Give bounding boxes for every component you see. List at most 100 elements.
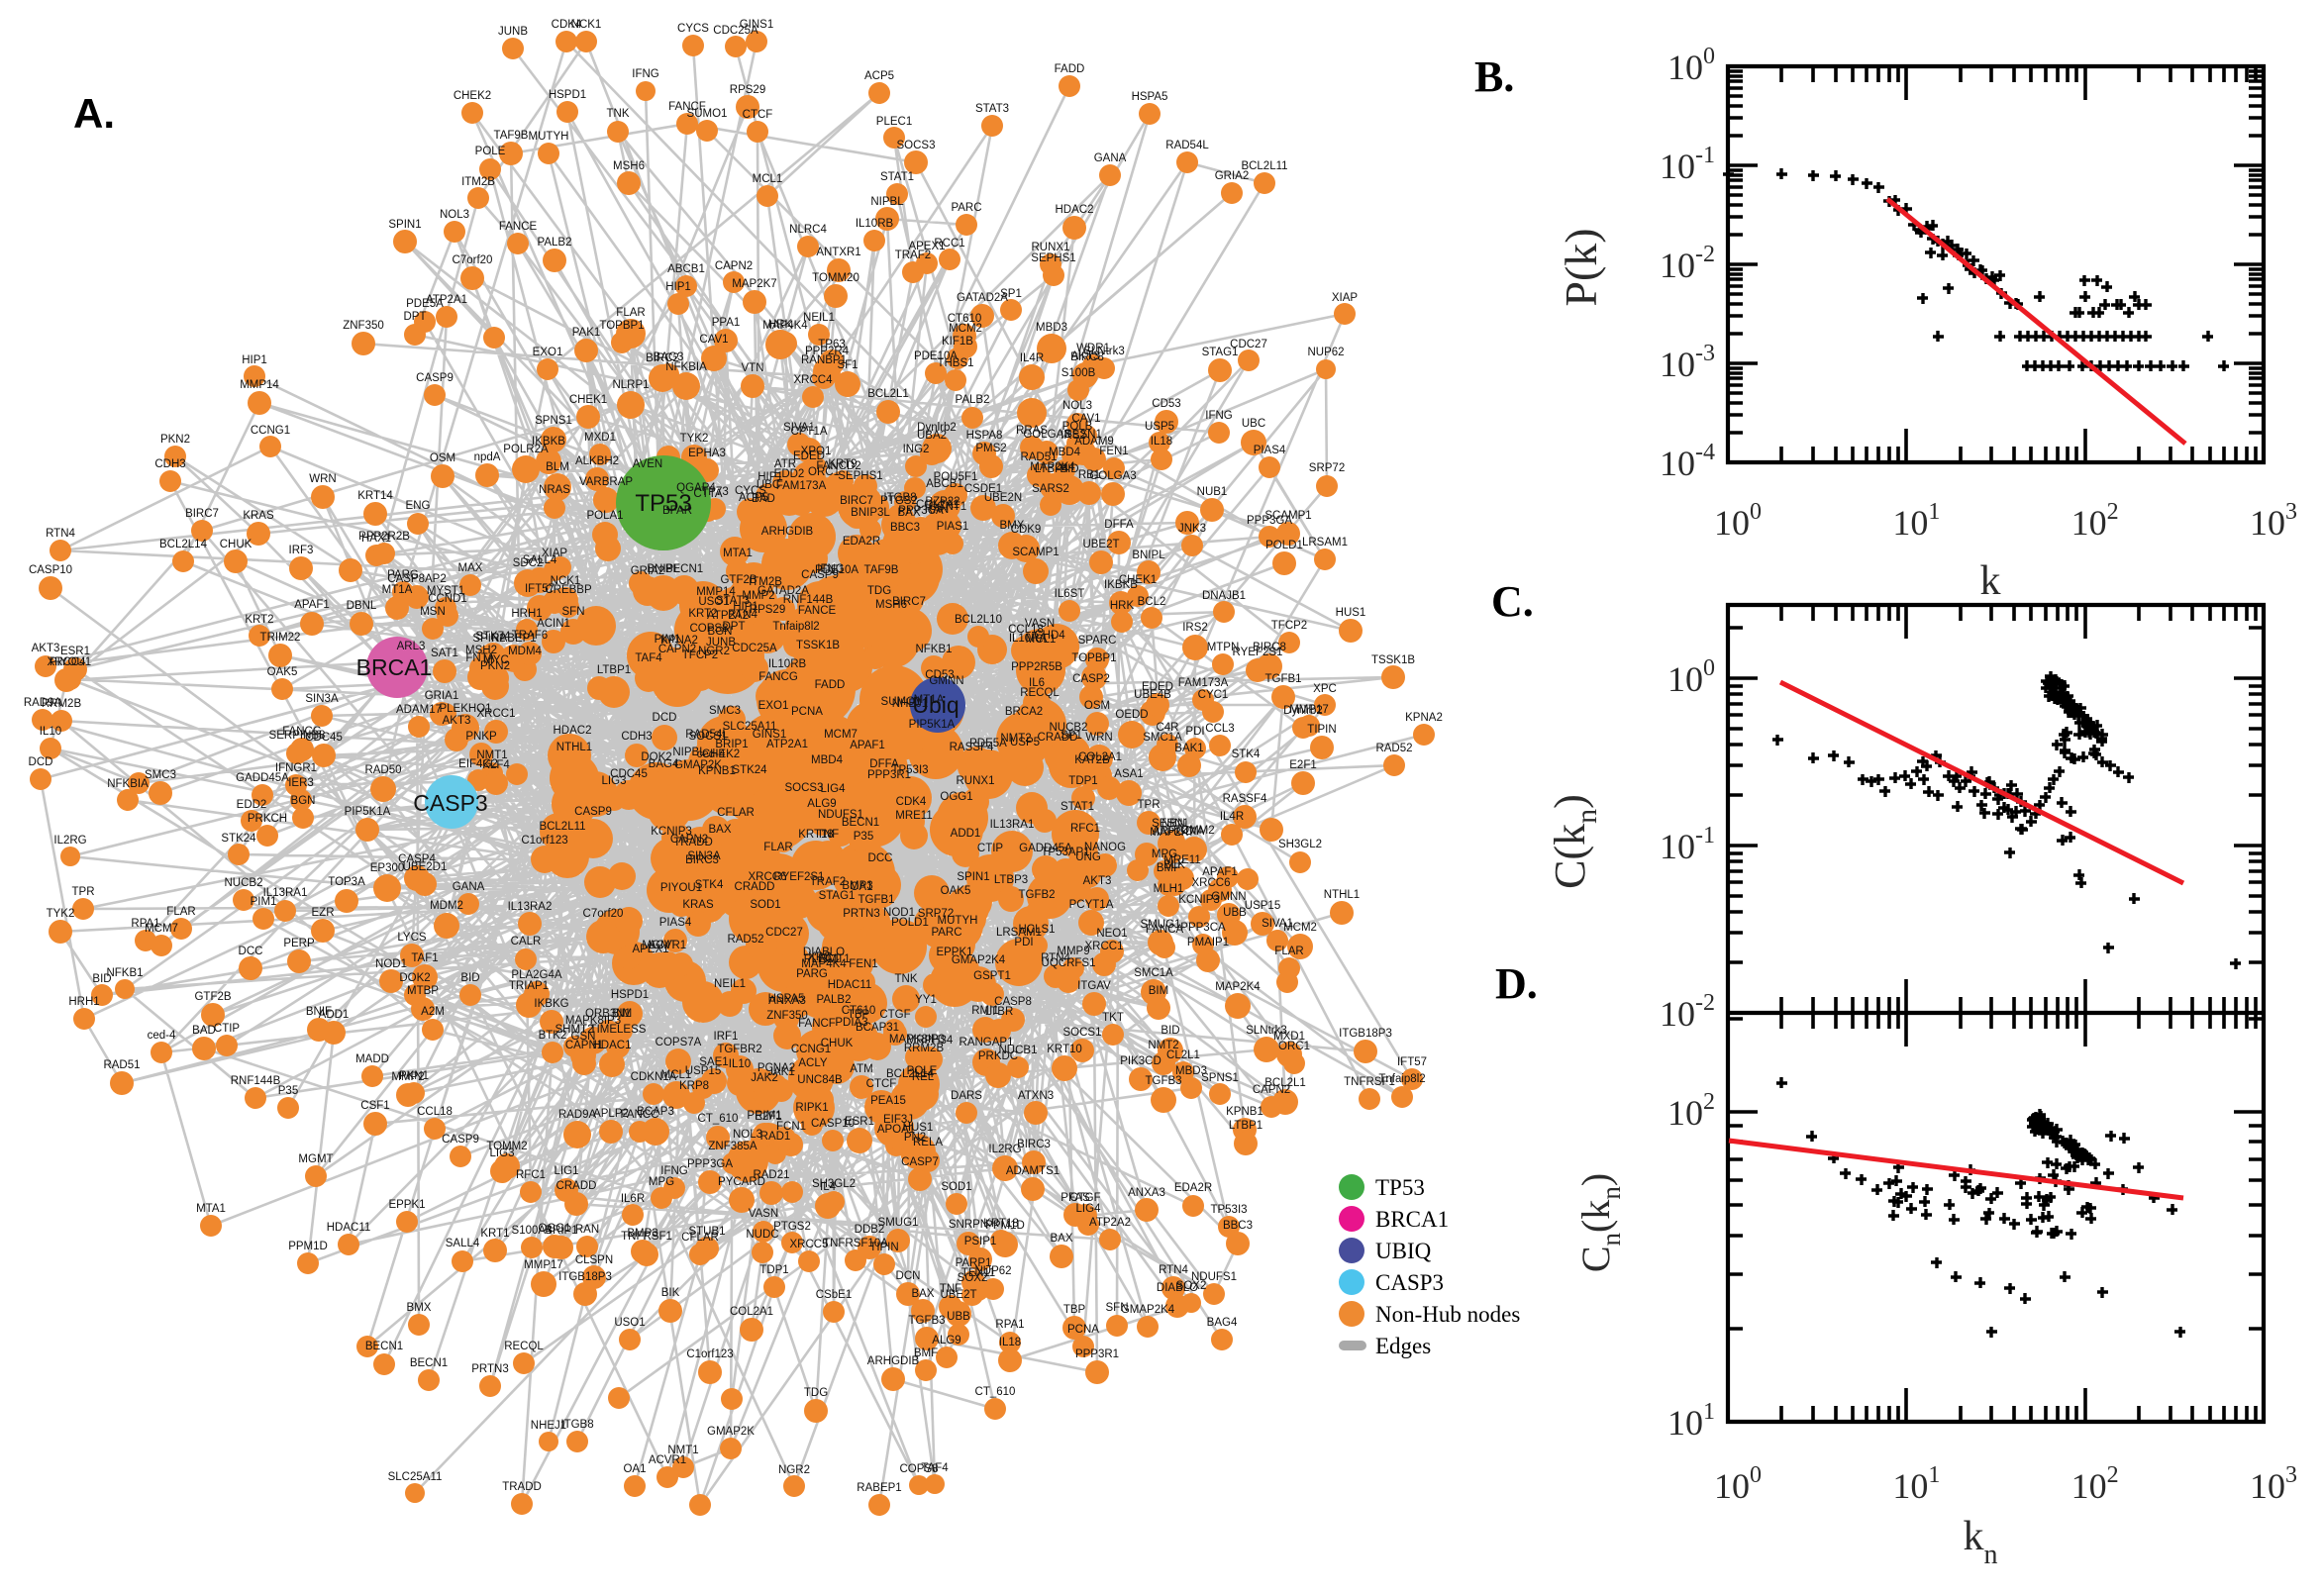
svg-text:PDE5A: PDE5A <box>969 738 1007 749</box>
svg-text:MMP14: MMP14 <box>696 586 736 598</box>
svg-text:PCNA: PCNA <box>1067 1324 1099 1336</box>
svg-text:AKT3: AKT3 <box>32 643 60 654</box>
svg-text:DIABLO: DIABLO <box>803 947 845 958</box>
svg-text:STAT3: STAT3 <box>716 595 750 607</box>
svg-text:ANTXR1: ANTXR1 <box>816 247 860 258</box>
svg-text:PRIM1: PRIM1 <box>747 1110 781 1122</box>
svg-text:STK24: STK24 <box>732 764 767 776</box>
svg-text:10-1: 10-1 <box>1660 143 1715 186</box>
svg-text:UBE2D1: UBE2D1 <box>403 861 448 873</box>
svg-text:TP53I3: TP53I3 <box>891 764 928 776</box>
svg-text:ADAMTS1: ADAMTS1 <box>1006 1165 1060 1177</box>
svg-text:BIK: BIK <box>661 1287 680 1299</box>
svg-text:RMI1: RMI1 <box>971 1005 998 1017</box>
svg-text:NTHL1: NTHL1 <box>1324 889 1360 901</box>
svg-text:MXD1: MXD1 <box>584 432 616 444</box>
svg-text:WDR1: WDR1 <box>1076 343 1110 354</box>
svg-text:NUB1: NUB1 <box>1197 486 1228 498</box>
svg-text:USO1: USO1 <box>614 1317 645 1329</box>
svg-text:KRT9: KRT9 <box>828 458 857 470</box>
svg-text:IL4R: IL4R <box>1020 352 1044 364</box>
svg-text:TYK2: TYK2 <box>680 433 709 445</box>
svg-text:CASP10: CASP10 <box>29 564 72 576</box>
svg-text:CDH3: CDH3 <box>621 731 652 743</box>
svg-text:MMP2: MMP2 <box>391 1071 424 1083</box>
svg-text:CD53: CD53 <box>1152 398 1180 410</box>
svg-text:USP5: USP5 <box>1145 421 1174 433</box>
svg-text:POU5F1: POU5F1 <box>934 471 978 483</box>
svg-text:RAD51: RAD51 <box>103 1059 140 1071</box>
svg-text:NUCB2: NUCB2 <box>1050 722 1088 734</box>
svg-text:RASSF4: RASSF4 <box>950 742 994 753</box>
svg-text:RPS29: RPS29 <box>750 604 785 616</box>
svg-text:CHEK2: CHEK2 <box>702 748 740 760</box>
svg-text:RNF144B: RNF144B <box>231 1075 281 1087</box>
svg-text:CRADD: CRADD <box>556 1180 597 1192</box>
svg-text:PZP22: PZP22 <box>925 496 960 508</box>
svg-text:BRCA1: BRCA1 <box>1375 1207 1449 1232</box>
svg-text:10-4: 10-4 <box>1660 440 1715 483</box>
svg-text:C7orf20: C7orf20 <box>583 908 624 920</box>
svg-text:MAP2K4: MAP2K4 <box>1215 981 1261 993</box>
svg-text:S100A4: S100A4 <box>512 1225 554 1237</box>
svg-text:PPA1: PPA1 <box>712 317 741 329</box>
svg-text:E2F1: E2F1 <box>755 1111 782 1123</box>
svg-text:ITGB8: ITGB8 <box>883 492 916 504</box>
svg-text:CD53: CD53 <box>925 669 954 681</box>
svg-text:MAX: MAX <box>458 562 483 574</box>
svg-text:Cn(kn): Cn(kn) <box>1573 1173 1626 1272</box>
svg-text:NOD1: NOD1 <box>375 958 407 970</box>
svg-text:NUCB1: NUCB1 <box>999 1045 1038 1056</box>
svg-text:HRH1: HRH1 <box>511 608 542 620</box>
svg-text:TRAF2: TRAF2 <box>810 876 846 888</box>
svg-text:MCM7: MCM7 <box>824 729 858 741</box>
svg-text:PCYT1A: PCYT1A <box>1069 899 1114 911</box>
svg-text:FANCG: FANCG <box>282 726 322 738</box>
svg-text:CCNT1: CCNT1 <box>929 501 966 513</box>
svg-text:EIF3J: EIF3J <box>883 1114 913 1126</box>
svg-text:PRKDC: PRKDC <box>978 1050 1018 1062</box>
svg-text:MGMT: MGMT <box>642 940 676 951</box>
svg-text:TDG: TDG <box>867 585 891 597</box>
svg-text:ORB3N1: ORB3N1 <box>585 1008 631 1020</box>
svg-text:KCNIP3: KCNIP3 <box>651 826 692 838</box>
svg-text:ITGB8: ITGB8 <box>560 1419 593 1431</box>
svg-text:CDH3: CDH3 <box>154 458 185 470</box>
svg-text:CL2L1: CL2L1 <box>1166 1049 1200 1061</box>
svg-text:PIYOU1: PIYOU1 <box>50 656 91 668</box>
svg-text:CCNG1: CCNG1 <box>251 425 290 437</box>
svg-text:STUB1: STUB1 <box>688 1226 725 1238</box>
svg-text:TAF9B: TAF9B <box>494 130 529 142</box>
svg-text:LIG1: LIG1 <box>555 1165 579 1177</box>
svg-text:SIN3A: SIN3A <box>305 693 339 705</box>
svg-text:RPA1: RPA1 <box>131 918 159 930</box>
svg-text:SPNS1: SPNS1 <box>535 415 572 427</box>
svg-text:GMAP2K4: GMAP2K4 <box>952 954 1006 966</box>
svg-text:ITGAV: ITGAV <box>1077 980 1111 992</box>
svg-text:BAX: BAX <box>897 507 920 519</box>
svg-text:GANA: GANA <box>453 881 485 893</box>
svg-text:TBP: TBP <box>1063 1304 1086 1316</box>
svg-text:NDUFS1: NDUFS1 <box>1191 1271 1237 1283</box>
svg-text:CHUK: CHUK <box>220 539 252 550</box>
svg-text:NMT2: NMT2 <box>1000 733 1031 745</box>
svg-text:TGFB3: TGFB3 <box>908 1315 945 1327</box>
svg-text:IRS2: IRS2 <box>1182 622 1208 634</box>
svg-text:MT1A: MT1A <box>914 694 945 706</box>
svg-text:SOCS1: SOCS1 <box>1063 1027 1102 1039</box>
svg-text:STAT3: STAT3 <box>975 103 1009 115</box>
svg-text:DNAJB1: DNAJB1 <box>1202 590 1246 602</box>
svg-text:MCL1: MCL1 <box>753 173 783 185</box>
svg-text:IL10RB: IL10RB <box>856 218 894 230</box>
svg-text:BCAP31: BCAP31 <box>856 1022 899 1034</box>
svg-text:SALL4: SALL4 <box>446 1238 480 1249</box>
svg-text:APEX1: APEX1 <box>632 944 668 955</box>
svg-text:CDC45: CDC45 <box>305 732 343 744</box>
svg-text:PN2: PN2 <box>904 1132 926 1144</box>
svg-text:PARG: PARG <box>387 569 419 581</box>
svg-text:NEO1: NEO1 <box>1096 928 1127 940</box>
svg-text:ced-4: ced-4 <box>697 748 726 760</box>
svg-text:SLNtrk3: SLNtrk3 <box>1246 1025 1287 1037</box>
svg-text:OAK5: OAK5 <box>267 666 298 678</box>
svg-text:PDI: PDI <box>1185 726 1204 738</box>
